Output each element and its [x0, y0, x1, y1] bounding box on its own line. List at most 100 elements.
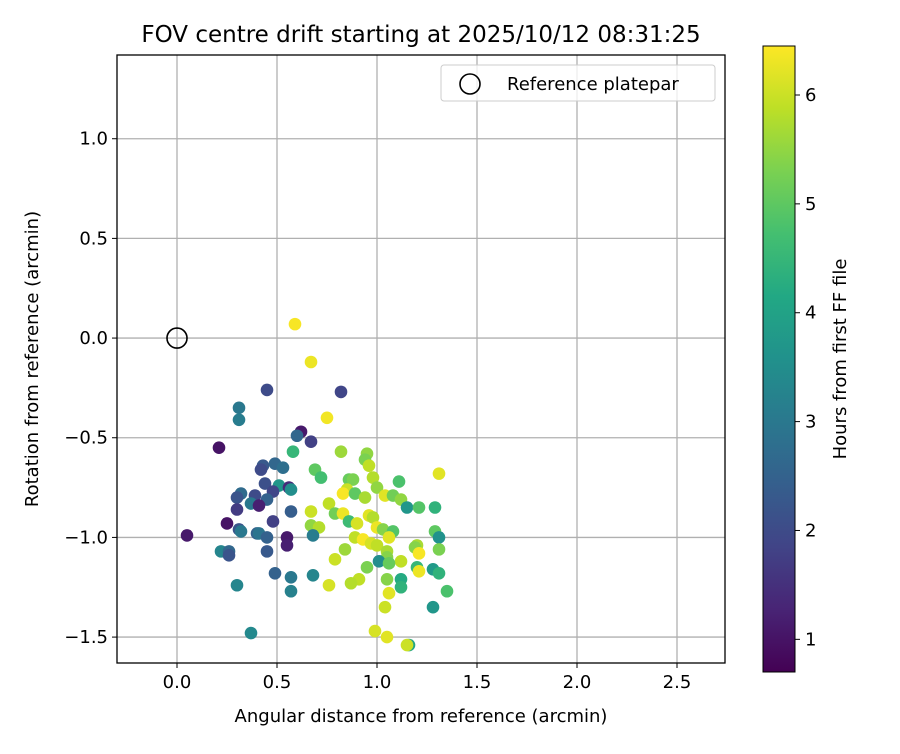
- y-axis-ticks: −1.5 −1.0 −0.5 0.0 0.5 1.0: [64, 129, 117, 648]
- y-axis-label: Rotation from reference (arcmin): [22, 211, 43, 507]
- y-tick-label: 0.5: [79, 228, 108, 249]
- data-point: [366, 471, 380, 484]
- data-points: [180, 317, 454, 652]
- plot-frame: [116, 54, 726, 664]
- data-point: [234, 525, 248, 538]
- legend-label: Reference platepar: [507, 74, 679, 95]
- y-tick-label: 1.0: [79, 129, 108, 150]
- data-point: [230, 578, 244, 592]
- data-point: [428, 501, 442, 514]
- reference-marker: [166, 327, 188, 349]
- data-point: [382, 557, 396, 570]
- data-point: [432, 543, 446, 556]
- data-point: [322, 497, 336, 510]
- data-point: [304, 355, 318, 369]
- data-point: [284, 570, 298, 584]
- data-point: [220, 517, 234, 530]
- x-tick-label: 0.5: [263, 672, 292, 693]
- legend-reference-marker-icon: [459, 73, 481, 95]
- colorbar-tick-label: 3: [805, 412, 816, 433]
- colorbar-tick-label: 6: [805, 85, 816, 106]
- data-point: [432, 531, 446, 544]
- data-point: [412, 565, 426, 578]
- data-point: [304, 435, 318, 449]
- y-tick-label: 0.0: [79, 328, 108, 349]
- legend-box: [440, 64, 716, 102]
- plot-area: [117, 55, 725, 663]
- legend: Reference platepar: [440, 64, 716, 102]
- data-point: [284, 584, 298, 598]
- data-point: [346, 473, 360, 486]
- colorbar-tick-label: 5: [805, 194, 816, 215]
- data-point: [394, 555, 408, 568]
- data-point: [382, 531, 396, 544]
- data-point: [266, 515, 280, 528]
- colorbar-label: Hours from first FF file: [830, 259, 851, 460]
- colorbar-tick-label: 1: [805, 629, 816, 650]
- data-point: [440, 584, 454, 598]
- data-point: [230, 491, 244, 504]
- data-point: [372, 555, 386, 568]
- data-point: [232, 413, 246, 427]
- data-point: [306, 568, 320, 582]
- data-point: [254, 463, 268, 476]
- data-point: [280, 539, 294, 552]
- grid: [117, 55, 725, 663]
- x-tick-label: 1.0: [363, 672, 392, 693]
- colorbar-tick-label: 2: [805, 520, 816, 541]
- data-point: [412, 547, 426, 560]
- data-point: [368, 624, 382, 638]
- data-point: [276, 461, 290, 474]
- data-point: [244, 626, 258, 640]
- data-point: [344, 576, 358, 590]
- data-point: [230, 503, 244, 516]
- data-point: [348, 487, 362, 500]
- data-point: [338, 543, 352, 556]
- data-point: [426, 600, 440, 614]
- data-point: [432, 566, 446, 580]
- data-point: [304, 505, 318, 518]
- x-tick-label: 0.0: [163, 672, 192, 693]
- y-tick-label: −0.5: [64, 428, 108, 449]
- data-point: [412, 501, 426, 514]
- data-point: [232, 401, 246, 415]
- x-axis-label: Angular distance from reference (arcmin): [235, 706, 608, 727]
- y-tick-label: −1.0: [64, 527, 108, 548]
- data-point: [306, 529, 320, 542]
- data-point: [432, 467, 446, 480]
- data-point: [370, 481, 384, 494]
- colorbar-tick-label: 4: [805, 303, 816, 324]
- data-point: [350, 517, 364, 530]
- data-point: [284, 505, 298, 518]
- x-tick-label: 2.5: [663, 672, 692, 693]
- data-point: [328, 553, 342, 566]
- data-point: [284, 483, 298, 496]
- data-point: [380, 572, 394, 586]
- x-tick-label: 1.5: [463, 672, 492, 693]
- data-point: [260, 383, 274, 397]
- data-point: [322, 578, 336, 592]
- colorbar-frame: [762, 45, 796, 673]
- data-point: [260, 531, 274, 544]
- data-point: [392, 475, 406, 488]
- data-point: [400, 501, 414, 514]
- data-point: [366, 511, 380, 524]
- colorbar: [763, 46, 795, 672]
- y-tick-label: −1.5: [64, 627, 108, 648]
- data-point: [334, 445, 348, 458]
- data-point: [212, 441, 226, 455]
- data-point: [222, 549, 236, 562]
- data-point: [260, 545, 274, 558]
- data-point: [336, 487, 350, 500]
- data-point: [362, 459, 376, 472]
- data-point: [370, 539, 384, 552]
- data-point: [252, 499, 266, 512]
- data-point: [358, 491, 372, 504]
- data-point: [268, 566, 282, 580]
- x-tick-label: 2.0: [563, 672, 592, 693]
- x-axis-ticks: 0.0 0.5 1.0 1.5 2.0 2.5: [163, 663, 692, 693]
- data-point: [394, 580, 408, 594]
- data-point: [334, 385, 348, 399]
- chart-title: FOV centre drift starting at 2025/10/12 …: [141, 22, 700, 48]
